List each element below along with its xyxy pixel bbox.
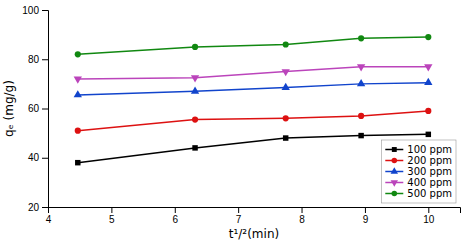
tick: 6 <box>172 207 178 225</box>
tick-mark <box>42 59 48 60</box>
series-layer <box>74 34 433 165</box>
point <box>283 41 289 47</box>
tick: 7 <box>236 207 242 225</box>
point <box>358 35 364 41</box>
y-axis: 20 40 60 80 100 <box>22 5 48 213</box>
point <box>191 86 199 93</box>
point <box>75 51 81 57</box>
tick-mark <box>42 158 48 159</box>
tick-label: 60 <box>28 103 40 114</box>
tick-label: 10 <box>423 214 435 225</box>
point <box>75 160 80 165</box>
tick: 20 <box>28 202 48 213</box>
legend-marker <box>392 158 398 164</box>
series-line <box>78 83 429 95</box>
legend-label: 500 ppm <box>407 188 452 199</box>
legend: 100 ppm200 ppm300 ppm400 ppm500 ppm <box>381 140 456 203</box>
tick-label: 6 <box>172 214 178 225</box>
tick-mark <box>111 207 112 213</box>
series-line <box>78 67 429 79</box>
series-line <box>78 111 429 131</box>
point <box>357 64 365 71</box>
legend-box <box>381 140 456 203</box>
tick-mark <box>175 207 176 213</box>
tick: 10 <box>423 207 435 225</box>
x-axis-line <box>49 208 461 214</box>
tick-label: 8 <box>299 214 305 225</box>
tick: 8 <box>299 207 305 225</box>
point <box>424 64 432 71</box>
tick-label: 100 <box>22 5 39 16</box>
point <box>192 116 198 122</box>
series <box>75 108 432 134</box>
tick-label: 5 <box>109 214 115 225</box>
legend-label: 100 ppm <box>407 144 452 155</box>
series-line <box>78 134 429 162</box>
tick-mark <box>42 207 48 208</box>
series <box>74 78 433 98</box>
point <box>425 108 431 114</box>
tick: 80 <box>28 54 48 65</box>
tick-mark <box>42 109 48 110</box>
point <box>191 75 199 82</box>
tick: 100 <box>22 5 48 16</box>
series-line <box>78 37 429 54</box>
point <box>74 77 82 84</box>
legend-marker <box>391 167 398 173</box>
legend-item: 300 ppm <box>385 166 452 177</box>
point <box>425 34 431 40</box>
tick-mark <box>302 207 303 213</box>
point <box>75 128 81 134</box>
tick-label: 20 <box>28 202 40 213</box>
legend-label: 400 ppm <box>407 177 452 188</box>
tick: 60 <box>28 103 48 114</box>
legend-marker <box>392 147 397 152</box>
tick: 5 <box>109 207 115 225</box>
legend-marker <box>391 180 398 186</box>
tick-label: 4 <box>46 214 52 225</box>
legend-item: 400 ppm <box>385 177 452 188</box>
series <box>74 64 433 84</box>
legend-item: 200 ppm <box>385 155 452 166</box>
tick: 40 <box>28 152 48 163</box>
tick-label: 7 <box>236 214 242 225</box>
chart: 4 5 6 7 8 9 10 20 40 60 80 100 100 ppm200 ppm300 ppm… <box>0 0 474 243</box>
point <box>424 78 432 85</box>
point <box>192 145 197 150</box>
tick-label: 40 <box>28 152 40 163</box>
point <box>283 135 288 140</box>
point <box>358 113 364 119</box>
tick-mark <box>42 10 48 11</box>
tick: 9 <box>363 207 369 225</box>
plot-area: 4 5 6 7 8 9 10 20 40 60 80 100 100 ppm200 ppm300 ppm… <box>22 5 460 225</box>
legend-item: 500 ppm <box>385 188 452 199</box>
point <box>74 90 82 97</box>
tick-label: 80 <box>28 54 40 65</box>
tick: 4 <box>46 207 52 225</box>
tick-label: 9 <box>363 214 369 225</box>
legend-label: 300 ppm <box>407 166 452 177</box>
tick-mark <box>365 207 366 213</box>
point <box>358 133 363 138</box>
legend-marker <box>392 191 398 197</box>
legend-label: 200 ppm <box>407 155 452 166</box>
y-axis-line <box>42 11 49 208</box>
tick-mark <box>428 207 429 213</box>
point <box>282 69 290 76</box>
point <box>192 44 198 50</box>
x-axis: 4 5 6 7 8 9 10 <box>46 207 461 225</box>
point <box>283 115 289 121</box>
y-axis-title: qₑ (mg/g) <box>2 80 16 137</box>
series <box>75 34 432 57</box>
point <box>426 132 431 137</box>
point <box>357 79 365 86</box>
tick-mark <box>238 207 239 213</box>
legend-item: 100 ppm <box>385 144 452 155</box>
x-axis-title: t¹/²(min) <box>229 227 279 241</box>
point <box>282 83 290 90</box>
series <box>75 132 431 166</box>
